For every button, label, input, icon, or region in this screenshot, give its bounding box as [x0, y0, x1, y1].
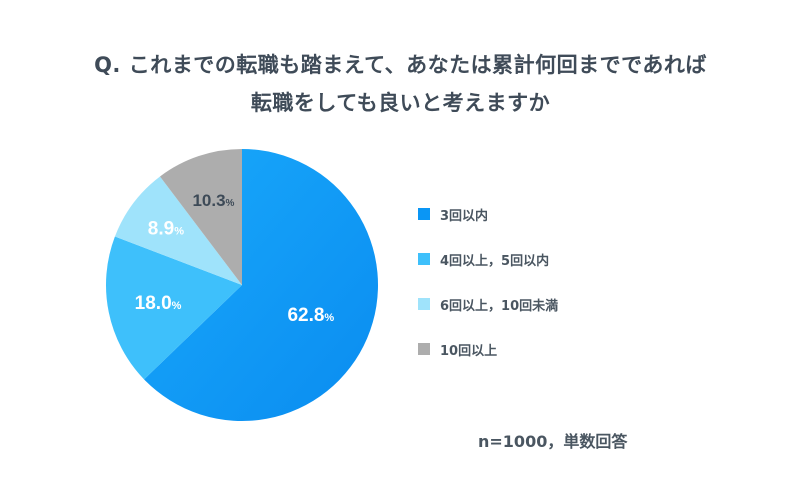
legend: 3回以内 4回以上，5回以内 6回以上，10回未満 10回以上: [418, 205, 558, 385]
pie-slice-4: [160, 149, 242, 285]
legend-item: 3回以内: [418, 205, 558, 224]
slice-value-label: 62.8%: [287, 305, 334, 326]
legend-swatch: [418, 298, 430, 310]
legend-label: 4回以上，5回以内: [440, 253, 550, 269]
legend-item: 6回以上，10回未満: [418, 295, 559, 314]
legend-label: 10回以上: [440, 343, 498, 359]
pie-slice-1: [144, 149, 378, 421]
pie-slice-2: [106, 236, 242, 380]
slice-value-label: 18.0%: [135, 293, 182, 314]
slice-value-label: 8.9%: [148, 218, 184, 239]
title-line-2: 転職をしても良いと考えますか: [250, 91, 551, 115]
legend-item: 10回以上: [418, 340, 558, 359]
pie-slice-3: [114, 176, 242, 285]
pie-chart: 62.8% 18.0% 8.9% 10.3%: [106, 149, 378, 421]
chart-title: Q. これまでの転職も踏まえて、あなたは累計何回までであれば 転職をしても良いと…: [0, 46, 801, 122]
legend-item: 4回以上，5回以内: [418, 250, 558, 269]
sample-note: n=1000，単数回答: [478, 432, 628, 451]
legend-swatch: [418, 343, 430, 355]
slice-value-label: 10.3%: [192, 191, 234, 210]
legend-label: 3回以内: [440, 208, 489, 224]
legend-swatch: [418, 208, 430, 220]
title-line-1: Q. これまでの転職も踏まえて、あなたは累計何回までであれば: [94, 53, 707, 77]
legend-swatch: [418, 253, 430, 265]
legend-label: 6回以上，10回未満: [440, 298, 559, 314]
